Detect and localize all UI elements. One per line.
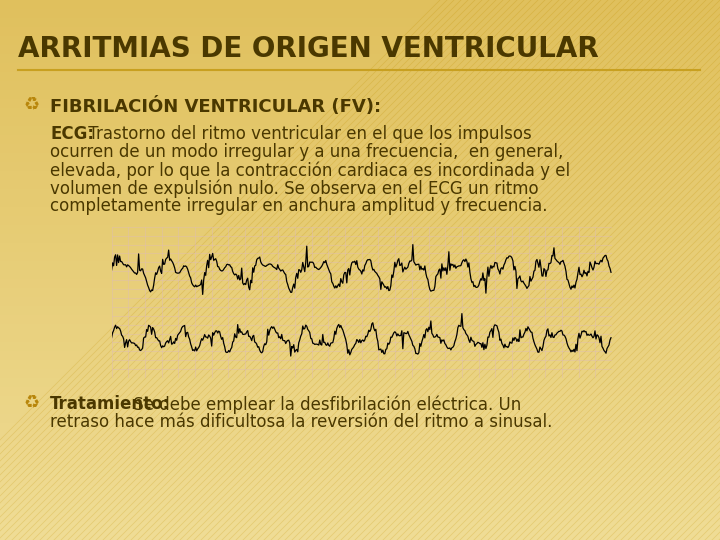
Bar bbox=[0, 9, 720, 18]
Bar bbox=[0, 405, 720, 414]
Bar bbox=[0, 432, 720, 441]
Text: Trastorno del ritmo ventricular en el que los impulsos: Trastorno del ritmo ventricular en el qu… bbox=[83, 125, 532, 143]
Bar bbox=[0, 225, 720, 234]
Bar bbox=[0, 360, 720, 369]
Text: ECG:: ECG: bbox=[50, 125, 94, 143]
Bar bbox=[0, 135, 720, 144]
Text: completamente irregular en anchura amplitud y frecuencia.: completamente irregular en anchura ampli… bbox=[50, 197, 547, 215]
Bar bbox=[0, 342, 720, 351]
Bar bbox=[0, 0, 720, 9]
Bar bbox=[0, 198, 720, 207]
Bar bbox=[0, 423, 720, 432]
Text: ♻: ♻ bbox=[24, 97, 40, 115]
Bar bbox=[0, 189, 720, 198]
Text: ARRITMIAS DE ORIGEN VENTRICULAR: ARRITMIAS DE ORIGEN VENTRICULAR bbox=[18, 35, 599, 63]
Bar bbox=[0, 252, 720, 261]
Bar bbox=[0, 108, 720, 117]
Bar bbox=[0, 207, 720, 216]
Bar bbox=[0, 288, 720, 297]
Bar bbox=[0, 297, 720, 306]
Bar bbox=[0, 45, 720, 54]
Bar bbox=[0, 414, 720, 423]
Bar bbox=[0, 261, 720, 270]
Bar bbox=[0, 396, 720, 405]
Bar bbox=[0, 468, 720, 477]
Bar bbox=[0, 90, 720, 99]
Text: ocurren de un modo irregular y a una frecuencia,  en general,: ocurren de un modo irregular y a una fre… bbox=[50, 143, 563, 161]
Bar bbox=[0, 315, 720, 324]
Text: FIBRILACIÓN VENTRICULAR (FV):: FIBRILACIÓN VENTRICULAR (FV): bbox=[50, 97, 381, 116]
Text: retraso hace más dificultosa la reversión del ritmo a sinusal.: retraso hace más dificultosa la reversió… bbox=[50, 413, 552, 431]
Bar bbox=[0, 216, 720, 225]
Text: ♻: ♻ bbox=[24, 395, 40, 413]
Bar bbox=[0, 387, 720, 396]
Bar bbox=[0, 171, 720, 180]
Bar bbox=[0, 63, 720, 72]
Bar bbox=[0, 378, 720, 387]
Text: Se debe emplear la desfibrilación eléctrica. Un: Se debe emplear la desfibrilación eléctr… bbox=[128, 395, 521, 414]
Bar bbox=[0, 18, 720, 27]
Bar bbox=[0, 450, 720, 459]
Bar bbox=[0, 351, 720, 360]
Bar bbox=[0, 324, 720, 333]
Bar bbox=[0, 495, 720, 504]
Bar bbox=[0, 234, 720, 243]
Bar bbox=[0, 459, 720, 468]
Bar bbox=[0, 162, 720, 171]
Bar bbox=[0, 279, 720, 288]
Bar bbox=[0, 180, 720, 189]
Bar bbox=[0, 54, 720, 63]
Text: elevada, por lo que la contracción cardiaca es incordinada y el: elevada, por lo que la contracción cardi… bbox=[50, 161, 570, 179]
Bar bbox=[0, 144, 720, 153]
Bar bbox=[0, 36, 720, 45]
Bar bbox=[0, 117, 720, 126]
Bar bbox=[0, 81, 720, 90]
Bar bbox=[0, 270, 720, 279]
Bar bbox=[0, 504, 720, 513]
Bar bbox=[0, 99, 720, 108]
Bar bbox=[0, 477, 720, 486]
Bar bbox=[0, 243, 720, 252]
Text: Tratamiento:: Tratamiento: bbox=[50, 395, 170, 413]
Bar bbox=[0, 441, 720, 450]
Bar bbox=[0, 522, 720, 531]
Bar bbox=[0, 513, 720, 522]
Text: volumen de expulsión nulo. Se observa en el ECG un ritmo: volumen de expulsión nulo. Se observa en… bbox=[50, 179, 539, 198]
Bar bbox=[0, 27, 720, 36]
Bar bbox=[0, 72, 720, 81]
Bar bbox=[0, 369, 720, 378]
Bar bbox=[0, 306, 720, 315]
Bar bbox=[0, 486, 720, 495]
Bar bbox=[0, 531, 720, 540]
Bar bbox=[0, 126, 720, 135]
Bar bbox=[0, 153, 720, 162]
Bar bbox=[0, 333, 720, 342]
